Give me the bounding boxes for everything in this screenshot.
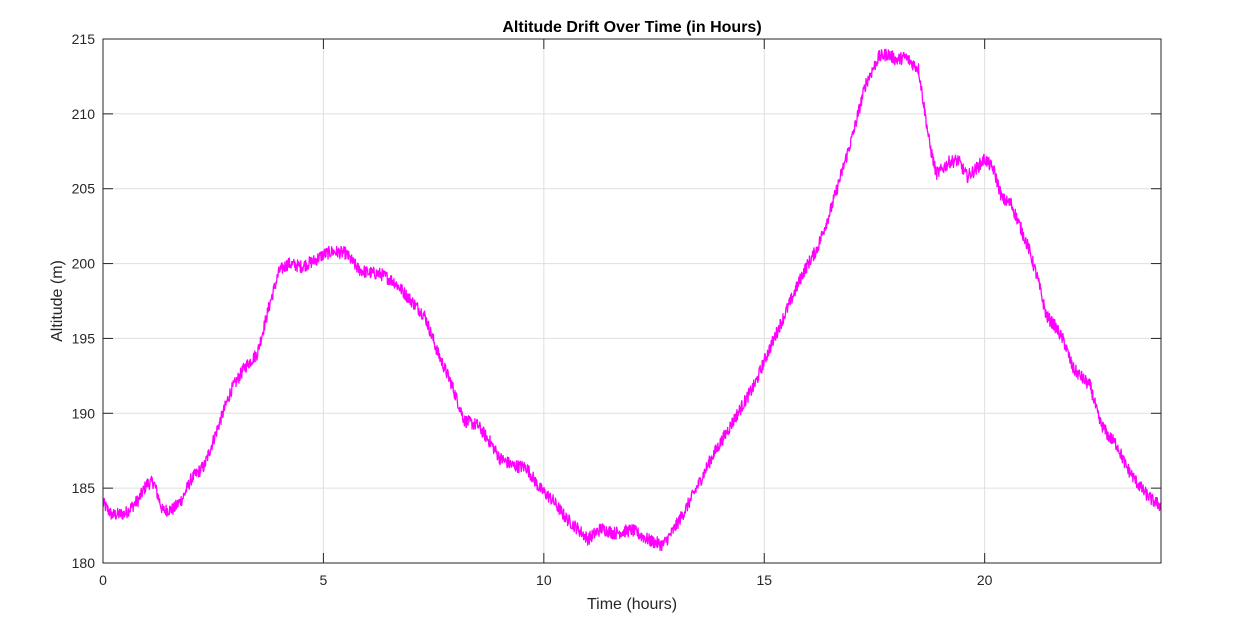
x-tick-label: 20 bbox=[977, 572, 993, 588]
y-tick-label: 210 bbox=[72, 106, 96, 122]
data-layer bbox=[102, 48, 1162, 552]
altitude-series-line bbox=[102, 48, 1162, 552]
x-tick-label: 0 bbox=[99, 572, 107, 588]
x-tick-label: 5 bbox=[320, 572, 328, 588]
x-tick-label: 10 bbox=[536, 572, 552, 588]
plot-frame bbox=[102, 38, 1162, 564]
x-axis-label: Time (hours) bbox=[587, 596, 677, 613]
y-tick-label: 200 bbox=[72, 256, 96, 272]
chart-title: Altitude Drift Over Time (in Hours) bbox=[502, 19, 761, 36]
y-tick-label: 195 bbox=[72, 330, 96, 346]
y-tick-label: 190 bbox=[72, 405, 96, 421]
y-tick-label: 180 bbox=[72, 555, 96, 571]
tick-labels: 0 5 10 15 20 180 185 190 195 200 205 210 215 bbox=[72, 31, 993, 588]
x-tick-label: 15 bbox=[756, 572, 772, 588]
y-tick-label: 215 bbox=[72, 31, 96, 47]
y-axis-label: Altitude (m) bbox=[49, 260, 66, 342]
y-tick-label: 205 bbox=[72, 181, 96, 197]
tick-marks bbox=[102, 38, 1161, 564]
y-tick-label: 185 bbox=[72, 480, 96, 496]
grid-lines bbox=[103, 39, 1161, 563]
plot-area bbox=[103, 39, 1161, 563]
